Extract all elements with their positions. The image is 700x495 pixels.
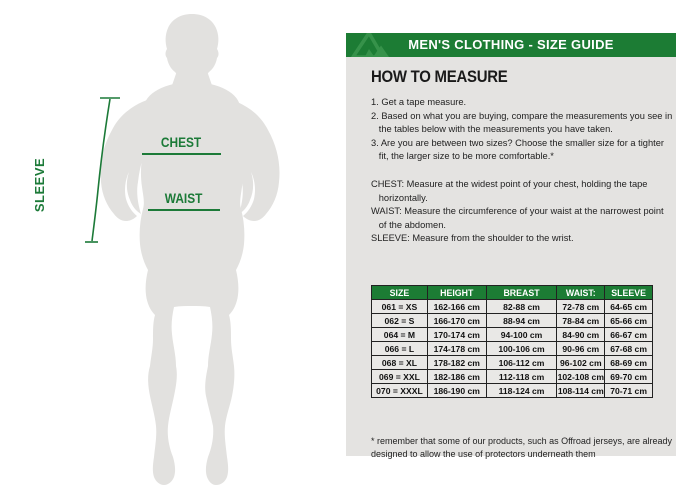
svg-text:SLEEVE: SLEEVE [32,158,47,212]
svg-text:WAIST: WAIST [165,190,203,206]
svg-text:CHEST: CHEST [161,134,201,150]
